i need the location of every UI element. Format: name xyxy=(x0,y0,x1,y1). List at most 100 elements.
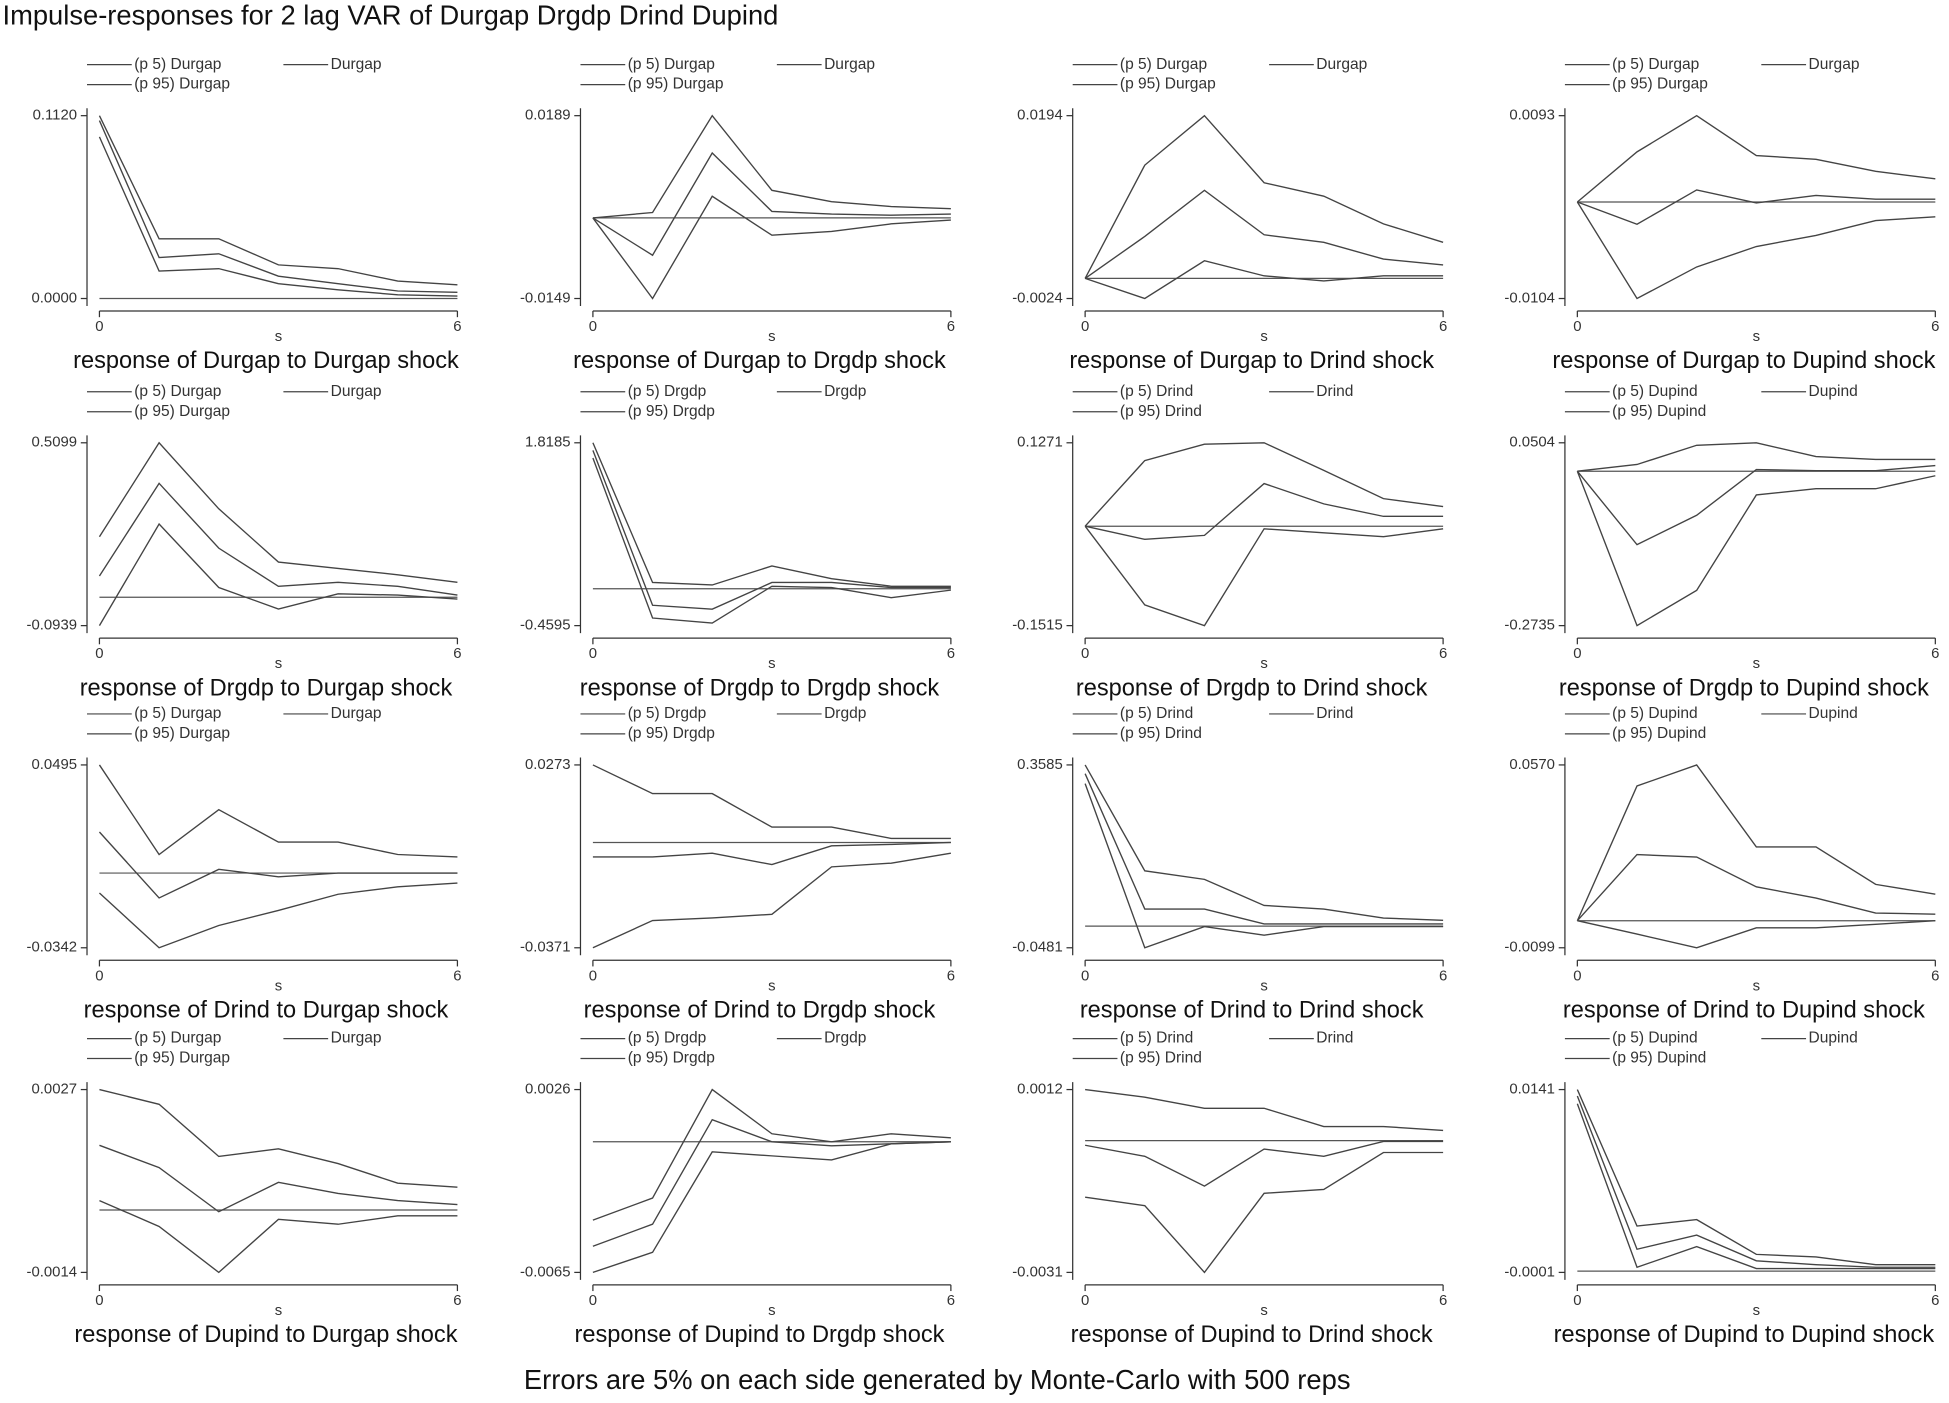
legend-label: (p 5) Durgap xyxy=(134,56,221,73)
legend-label: (p 95) Dupind xyxy=(1612,1050,1706,1067)
series-line xyxy=(99,1088,458,1188)
chart-title: response of Drind to Dupind shock xyxy=(1563,997,1925,1023)
series-line xyxy=(1084,764,1444,921)
series-line xyxy=(1576,201,1936,300)
series-line xyxy=(592,195,951,300)
y-tick-label: -0.1515 xyxy=(1012,617,1063,634)
y-tick-label: 0.5099 xyxy=(31,434,77,451)
x-tick-label: 0 xyxy=(1573,967,1581,984)
series-line xyxy=(1576,1095,1936,1268)
x-tick-label: 6 xyxy=(1439,967,1447,984)
x-axis-label: s xyxy=(768,328,775,345)
x-tick-label: 6 xyxy=(453,967,461,984)
legend-label: Drgdp xyxy=(824,1030,866,1047)
legend-label: Drind xyxy=(1316,705,1353,722)
y-tick-label: -0.0342 xyxy=(27,939,78,956)
legend-label: (p 95) Dupind xyxy=(1612,403,1706,420)
x-tick-label: 6 xyxy=(1931,1292,1939,1309)
x-tick-label: 6 xyxy=(1439,645,1447,662)
legend-label: Drind xyxy=(1316,1030,1353,1047)
y-tick-label: 0.0027 xyxy=(31,1080,77,1097)
x-axis-label: s xyxy=(1260,655,1267,672)
y-tick-label: -0.0104 xyxy=(1504,289,1555,306)
legend-label: (p 5) Drind xyxy=(1120,705,1193,722)
legend-label: (p 5) Durgap xyxy=(1612,56,1699,73)
legend-label: Durgap xyxy=(1316,56,1367,73)
x-axis-label: s xyxy=(1753,655,1760,672)
legend-label: (p 95) Drgdp xyxy=(628,725,715,742)
x-tick-label: 0 xyxy=(95,318,103,335)
series-line xyxy=(1576,470,1936,627)
series-line xyxy=(592,442,951,587)
x-tick-label: 0 xyxy=(1081,1292,1089,1309)
series-line xyxy=(592,841,951,866)
figure-title: Impulse-responses for 2 lag VAR of Durga… xyxy=(2,0,778,31)
series-line xyxy=(1084,525,1444,627)
chart-title: response of Drgdp to Durgap shock xyxy=(80,675,453,701)
y-tick-label: 0.1271 xyxy=(1017,434,1063,451)
legend-label: (p 95) Drind xyxy=(1120,403,1202,420)
x-axis-label: s xyxy=(275,328,282,345)
series-line xyxy=(98,115,458,286)
chart-title: response of Drgdp to Dupind shock xyxy=(1559,675,1929,701)
y-tick-label: 0.0273 xyxy=(525,756,571,773)
y-tick-label: -0.0099 xyxy=(1504,939,1555,956)
legend-label: (p 95) Durgap xyxy=(134,725,230,742)
series-line xyxy=(1576,1103,1936,1270)
x-tick-label: 0 xyxy=(1081,967,1089,984)
x-tick-label: 6 xyxy=(1439,1292,1447,1309)
series-line xyxy=(1577,920,1936,949)
x-tick-label: 0 xyxy=(589,967,597,984)
y-tick-label: 0.0141 xyxy=(1509,1080,1555,1097)
x-tick-label: 6 xyxy=(947,967,955,984)
y-tick-label: 1.8185 xyxy=(525,434,571,451)
x-tick-label: 0 xyxy=(95,1292,103,1309)
series-line xyxy=(592,852,951,949)
legend-label: (p 5) Drgdp xyxy=(628,383,707,400)
x-tick-label: 0 xyxy=(95,967,103,984)
legend-label: Drind xyxy=(1316,383,1353,400)
series-line xyxy=(1085,1140,1444,1187)
y-tick-label: 0.0495 xyxy=(31,756,77,773)
legend-label: (p 5) Dupind xyxy=(1612,705,1697,722)
x-tick-label: 6 xyxy=(453,645,461,662)
legend-label: (p 95) Dupind xyxy=(1612,725,1706,742)
chart-title: response of Durgap to Drind shock xyxy=(1069,348,1434,374)
chart-title: response of Drind to Drgdp shock xyxy=(584,997,936,1023)
y-tick-label: 0.0026 xyxy=(525,1080,571,1097)
series-line xyxy=(98,882,458,949)
x-tick-label: 0 xyxy=(589,1292,597,1309)
series-line xyxy=(1576,1089,1936,1266)
chart-title: response of Drgdp to Drind shock xyxy=(1076,675,1428,701)
series-line xyxy=(98,764,458,858)
legend-label: (p 95) Durgap xyxy=(134,1050,230,1067)
y-tick-label: -0.2735 xyxy=(1504,617,1555,634)
series-line xyxy=(592,114,951,219)
legend-label: Dupind xyxy=(1809,1030,1858,1047)
chart-title: response of Drgdp to Drgdp shock xyxy=(580,675,940,701)
series-line xyxy=(1084,442,1444,527)
x-tick-label: 0 xyxy=(589,645,597,662)
series-line xyxy=(99,1199,458,1274)
x-tick-label: 0 xyxy=(589,318,597,335)
chart-title: response of Drind to Durgap shock xyxy=(84,997,449,1023)
series-line xyxy=(98,522,458,626)
series-line xyxy=(1084,773,1444,925)
chart-title: response of Dupind to Drind shock xyxy=(1071,1322,1433,1348)
x-tick-label: 0 xyxy=(1573,1292,1581,1309)
y-tick-label: 0.0000 xyxy=(31,289,77,306)
chart-title: response of Dupind to Durgap shock xyxy=(74,1322,457,1348)
series-line xyxy=(98,482,458,596)
y-tick-label: -0.0001 xyxy=(1504,1263,1555,1280)
x-tick-label: 0 xyxy=(1081,645,1089,662)
legend-label: (p 5) Drind xyxy=(1120,1030,1193,1047)
x-tick-label: 6 xyxy=(1931,967,1939,984)
series-line xyxy=(1576,114,1936,203)
y-tick-label: -0.0149 xyxy=(520,289,571,306)
legend-label: (p 95) Drgdp xyxy=(628,1050,715,1067)
y-tick-label: -0.0065 xyxy=(520,1263,571,1280)
x-tick-label: 6 xyxy=(453,1292,461,1309)
legend-label: (p 5) Drind xyxy=(1120,383,1193,400)
chart-title: response of Drind to Drind shock xyxy=(1080,997,1424,1023)
